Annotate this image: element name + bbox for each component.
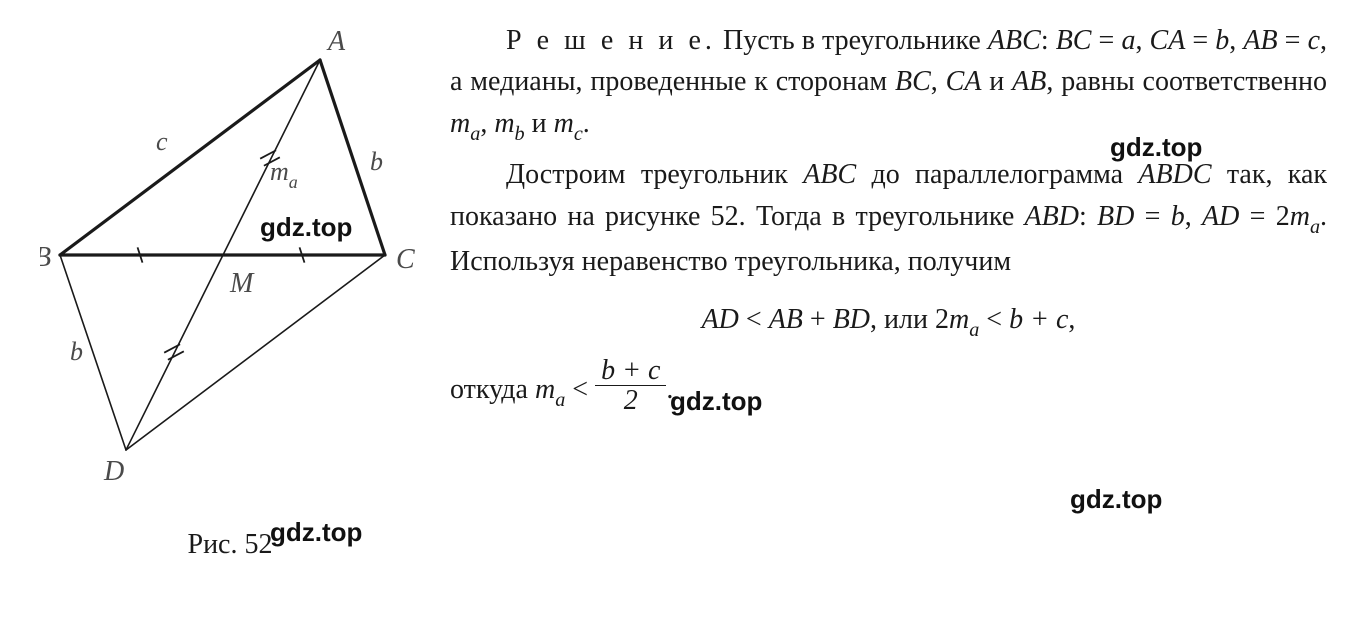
svg-text:b: b <box>70 337 83 366</box>
page-container: c b ma b A B C D M Рис. 52 gdz.top gdz.top Р е ш… <box>40 20 1327 565</box>
text-column: Р е ш е н и е. Пусть в треугольнике ABC:… <box>450 20 1327 565</box>
svg-text:C: C <box>396 244 415 275</box>
watermark-near-caption: gdz.top <box>270 513 362 551</box>
fraction: b + c2 <box>595 356 666 419</box>
watermark-text-3: gdz.top <box>1070 480 1162 518</box>
svg-text:A: A <box>326 26 346 57</box>
svg-text:D: D <box>103 456 124 487</box>
paragraph-2: Достроим треугольник ABC до параллелогра… <box>450 154 1327 282</box>
svg-text:B: B <box>40 242 51 273</box>
display-inequality: AD < AB + BD, или 2ma < b + c, <box>450 299 1327 344</box>
solution-label: Р е ш е н и е. <box>506 25 716 56</box>
paragraph-1: Р е ш е н и е. Пусть в треугольнике ABC:… <box>450 20 1327 148</box>
geometry-diagram: c b ma b A B C D M <box>40 20 420 490</box>
svg-text:M: M <box>229 268 255 299</box>
figure-caption: Рис. 52 <box>188 524 273 565</box>
svg-text:c: c <box>156 127 168 156</box>
figure-column: cbmabABCDM Рис. 52 gdz.top gdz.top <box>40 20 420 565</box>
paragraph-3: откуда ma < b + c2. <box>450 360 1327 423</box>
svg-text:ma: ma <box>270 157 298 192</box>
svg-text:b: b <box>370 147 383 176</box>
